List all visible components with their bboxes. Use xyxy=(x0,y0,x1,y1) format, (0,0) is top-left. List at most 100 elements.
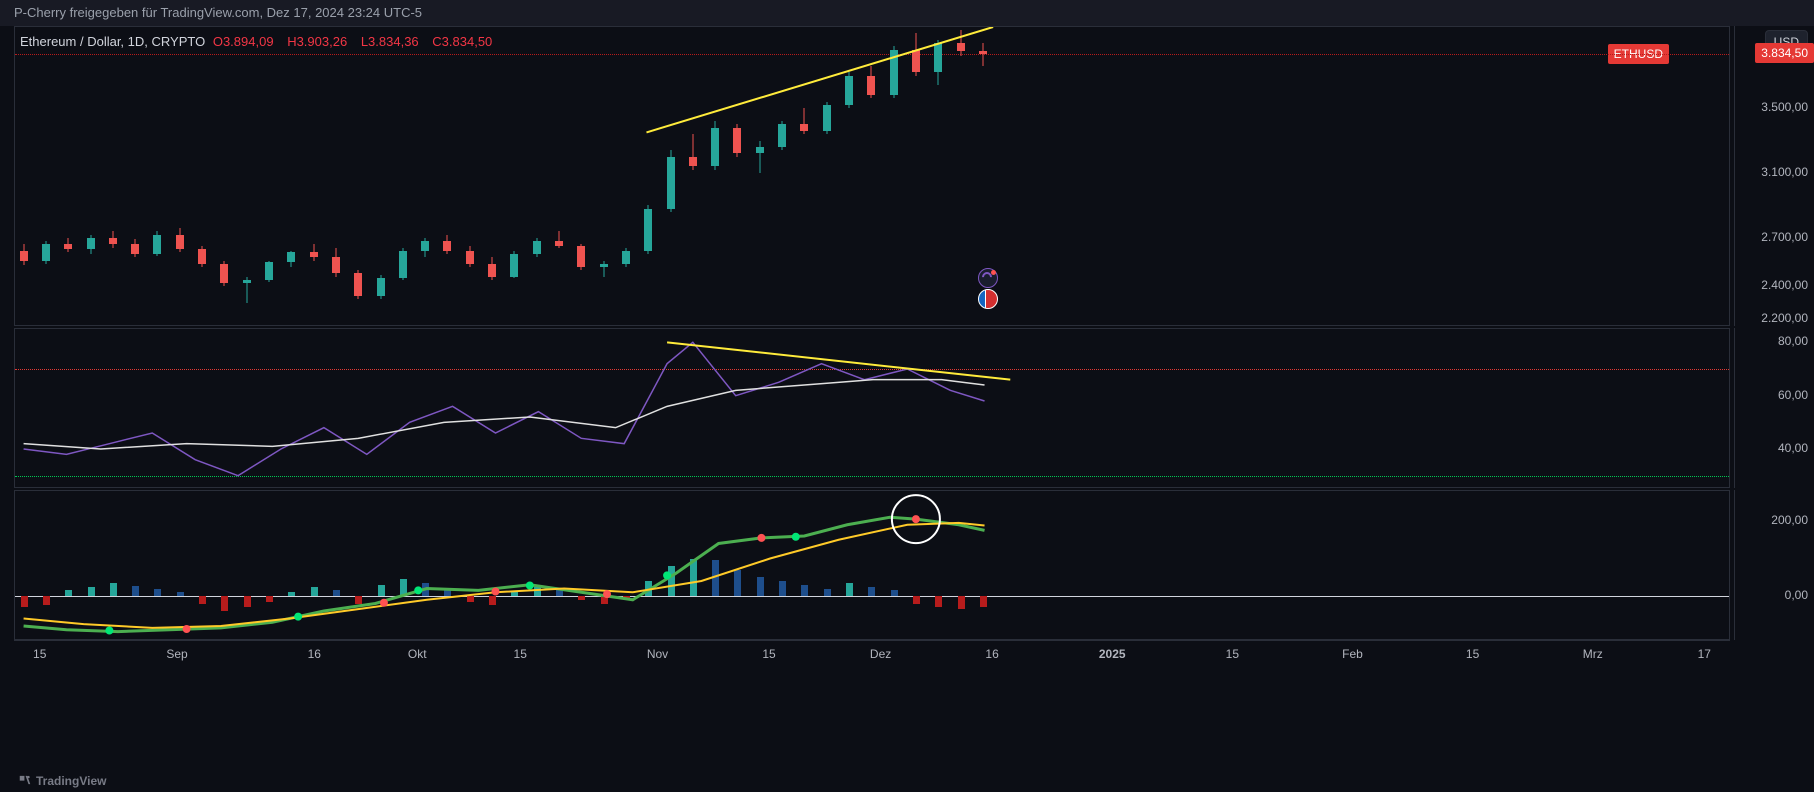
macd-cross-dot xyxy=(663,571,671,579)
candle xyxy=(377,27,385,327)
candle xyxy=(20,27,28,327)
candle xyxy=(42,27,50,327)
macd-signal-line xyxy=(24,523,985,628)
rsi-ytick: 40,00 xyxy=(1778,441,1808,455)
candle xyxy=(399,27,407,327)
candle xyxy=(131,27,139,327)
x-tick-label: 15 xyxy=(1466,647,1479,661)
candle xyxy=(287,27,295,327)
macd-line xyxy=(24,517,985,631)
x-tick-label: Feb xyxy=(1342,647,1363,661)
candle xyxy=(243,27,251,327)
x-tick-label: 17 xyxy=(1698,647,1711,661)
last-price-tag: 3.834,50 xyxy=(1755,43,1814,63)
time-x-axis[interactable]: 15 Sep 16 Okt 15 Nov 15 Dez 16 2025 15 Feb 15 Mrz 17 xyxy=(14,640,1730,670)
price-ytick: 3.500,00 xyxy=(1761,100,1808,114)
candle xyxy=(667,27,675,327)
candle xyxy=(198,27,206,327)
candle xyxy=(622,27,630,327)
macd-ytick: 200,00 xyxy=(1771,513,1808,527)
macd-cross-dot xyxy=(414,586,422,594)
candle xyxy=(153,27,161,327)
rsi-ytick: 60,00 xyxy=(1778,388,1808,402)
x-tick-label: Dez xyxy=(870,647,891,661)
candle xyxy=(689,27,697,327)
price-ytick: 3.100,00 xyxy=(1761,165,1808,179)
candle xyxy=(421,27,429,327)
symbol-name: Ethereum / Dollar, 1D, CRYPTO xyxy=(20,34,205,49)
candle xyxy=(778,27,786,327)
macd-pane[interactable] xyxy=(14,490,1730,640)
chart-area: ETHUSD USD 2.200,002.400,002.700,003.100… xyxy=(0,26,1814,792)
rsi-pane[interactable] xyxy=(14,328,1730,488)
candle xyxy=(733,27,741,327)
macd-cross-dot xyxy=(603,590,611,598)
macd-cross-dot xyxy=(757,534,765,542)
price-ytick: 2.700,00 xyxy=(1761,230,1808,244)
macd-cross-dot xyxy=(294,613,302,621)
macd-cross-dot xyxy=(380,599,388,607)
candle xyxy=(109,27,117,327)
rsi-line xyxy=(24,342,985,475)
macd-cross-dot xyxy=(183,625,191,633)
macd-y-scale[interactable]: 0,00 200,00 xyxy=(1734,490,1814,640)
candle xyxy=(488,27,496,327)
candle xyxy=(354,27,362,327)
candle xyxy=(64,27,72,327)
ohlc-low: L3.834,36 xyxy=(361,34,419,49)
x-tick-label: 15 xyxy=(762,647,775,661)
flag-event-icon[interactable] xyxy=(978,289,998,309)
x-tick-label: Sep xyxy=(166,647,187,661)
rsi-ma-line xyxy=(24,380,985,449)
price-pane[interactable]: ETHUSD xyxy=(14,26,1730,326)
x-tick-label: Nov xyxy=(647,647,668,661)
candle xyxy=(934,27,942,327)
candle xyxy=(912,27,920,327)
candle xyxy=(711,27,719,327)
ohlc-open: O3.894,09 xyxy=(213,34,274,49)
candle xyxy=(890,27,898,327)
x-tick-label: 15 xyxy=(33,647,46,661)
rsi-y-scale[interactable]: 40,00 60,00 80,00 xyxy=(1734,328,1814,488)
candle xyxy=(443,27,451,327)
x-tick-label: Okt xyxy=(408,647,427,661)
macd-cross-dot xyxy=(526,582,534,590)
ohlc-close: C3.834,50 xyxy=(432,34,492,49)
ohlc-high: H3.903,26 xyxy=(287,34,347,49)
x-tick-label: 15 xyxy=(1226,647,1239,661)
rsi-ytick: 80,00 xyxy=(1778,334,1808,348)
macd-ytick: 0,00 xyxy=(1785,588,1808,602)
x-tick-label: 16 xyxy=(308,647,321,661)
symbol-legend[interactable]: Ethereum / Dollar, 1D, CRYPTO O3.894,09 … xyxy=(20,34,492,49)
candle xyxy=(756,27,764,327)
x-tick-label: 16 xyxy=(985,647,998,661)
price-y-scale[interactable]: USD 2.200,002.400,002.700,003.100,003.50… xyxy=(1734,26,1814,326)
top-info-bar: P-Cherry freigegeben für TradingView.com… xyxy=(0,0,1814,26)
candle xyxy=(310,27,318,327)
x-tick-label: 15 xyxy=(514,647,527,661)
candle xyxy=(867,27,875,327)
candle xyxy=(845,27,853,327)
candle xyxy=(600,27,608,327)
x-tick-label: 2025 xyxy=(1099,647,1126,661)
candle xyxy=(265,27,273,327)
price-ytick: 2.400,00 xyxy=(1761,278,1808,292)
macd-cross-dot xyxy=(491,588,499,596)
x-tick-label: Mrz xyxy=(1583,647,1603,661)
tradingview-watermark: TradingView xyxy=(18,773,106,788)
candle xyxy=(220,27,228,327)
candle xyxy=(466,27,474,327)
moon-event-icon[interactable] xyxy=(978,268,998,288)
macd-cross-dot xyxy=(792,533,800,541)
price-ytick: 2.200,00 xyxy=(1761,311,1808,325)
candle xyxy=(800,27,808,327)
candle xyxy=(957,27,965,327)
candle xyxy=(510,27,518,327)
candle xyxy=(555,27,563,327)
candle xyxy=(533,27,541,327)
candle xyxy=(644,27,652,327)
candle xyxy=(577,27,585,327)
macd-cross-dot xyxy=(912,515,920,523)
candle xyxy=(332,27,340,327)
candle xyxy=(176,27,184,327)
